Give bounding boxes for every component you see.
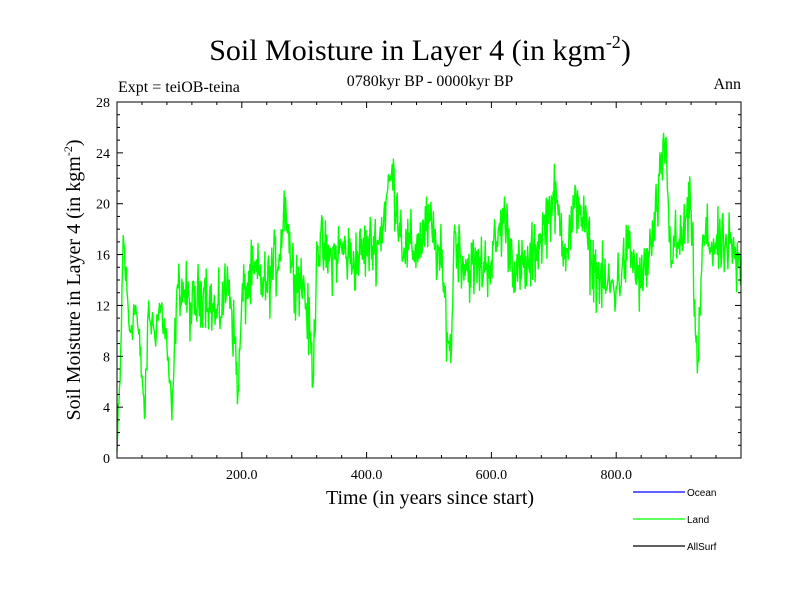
x-tick-label: 400.0 — [351, 468, 383, 483]
y-tick-label: 16 — [96, 249, 110, 264]
chart-title: Soil Moisture in Layer 4 (in kgm-2) — [209, 32, 631, 67]
chart-subtitle: 0780kyr BP - 0000kyr BP — [347, 73, 514, 90]
legend-label-allsurf: AllSurf — [687, 542, 717, 553]
y-tick-label: 12 — [96, 299, 110, 314]
experiment-label: Expt = teiOB-teina — [118, 79, 240, 96]
y-tick-label: 28 — [96, 96, 110, 111]
tick-layer: 0 4 8 12 16 20 24 28 200.0 400.0 600.0 800.0 — [96, 96, 741, 483]
legend-label-ocean: Ocean — [687, 488, 716, 499]
y-tick-label: 8 — [103, 350, 110, 365]
y-axis-label: Soil Moisture in Layer 4 (in kgm-2) — [61, 139, 85, 420]
legend: Ocean Land AllSurf — [633, 488, 717, 553]
series-line-land — [116, 132, 742, 452]
y-tick-label: 24 — [96, 147, 110, 162]
y-tick-label: 20 — [96, 198, 110, 213]
y-tick-label: 0 — [103, 452, 110, 467]
series-layer — [116, 132, 742, 452]
y-tick-label: 4 — [103, 401, 110, 416]
x-tick-label: 600.0 — [476, 468, 508, 483]
x-tick-label: 200.0 — [226, 468, 258, 483]
season-label: Ann — [713, 76, 741, 93]
x-tick-label: 800.0 — [600, 468, 632, 483]
legend-label-land: Land — [687, 515, 709, 526]
x-axis-label: Time (in years since start) — [326, 487, 534, 509]
